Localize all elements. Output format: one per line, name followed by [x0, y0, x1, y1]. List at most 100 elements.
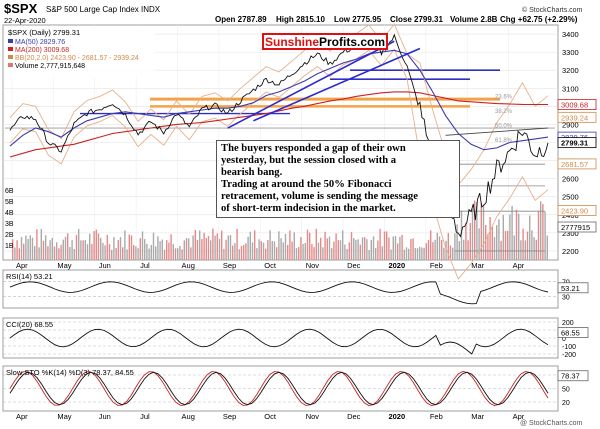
annotation-line: The buyers responded a gap of their own: [221, 143, 406, 154]
volume-bar: [467, 240, 469, 260]
volume-tick-label: 4B: [5, 210, 14, 217]
annotation-line: of short-term indecision in the market.: [221, 203, 396, 214]
indicator-tick-label: -100: [562, 344, 576, 351]
volume-bar: [458, 240, 460, 260]
volume-bar: [537, 211, 540, 260]
trendline: [253, 47, 421, 122]
volume-bar: [122, 247, 124, 260]
volume-bar: [350, 232, 353, 260]
volume-bar: [504, 230, 507, 260]
volume-bar: [276, 247, 278, 260]
volume-bar: [47, 246, 49, 260]
brand-part1: Sunshine: [264, 35, 319, 49]
volume-bar: [482, 204, 485, 260]
volume-bar: [339, 240, 342, 260]
volume-bar: [232, 245, 234, 260]
volume-bar: [518, 213, 520, 260]
volume-bar: [170, 234, 172, 260]
volume-bar: [443, 247, 445, 260]
volume-bar: [476, 202, 478, 260]
month-tick-label-bottom: Apr: [513, 412, 525, 421]
volume-bar: [62, 239, 64, 260]
volume-bar: [196, 239, 199, 260]
volume-bar: [267, 239, 269, 260]
volume-bar: [179, 245, 181, 260]
volume-bar: [471, 208, 474, 260]
volume-bar: [223, 248, 225, 260]
indicator-tag-label: 68.55: [561, 329, 580, 338]
month-tick-label: Feb: [430, 261, 443, 270]
trendline: [445, 127, 549, 136]
volume-bar: [513, 235, 515, 260]
volume-bar: [447, 232, 449, 260]
volume-bar: [31, 237, 34, 260]
volume-bar: [381, 246, 383, 260]
volume-bar: [60, 244, 62, 260]
fib-label: 23.6%: [495, 95, 513, 101]
volume-bar: [379, 228, 381, 260]
volume-tick-label: 5B: [5, 199, 14, 206]
indicator-tag-label: 78.37: [561, 372, 580, 381]
volume-bar: [328, 236, 331, 260]
volume-bar: [100, 237, 102, 260]
volume-bars: [12, 200, 548, 260]
price-tag-label: 2799.31: [561, 139, 588, 148]
volume-bar: [377, 240, 379, 260]
volume-bar: [361, 237, 364, 260]
volume-bar: [258, 239, 260, 260]
volume-bar: [91, 244, 93, 260]
brand-part2: Profits.com: [319, 35, 386, 49]
volume-bar: [405, 247, 408, 260]
volume-bar: [265, 248, 267, 260]
volume-bar: [185, 238, 188, 260]
indicator-title: Slow STO %K(14) %D(3) 78.37, 84.55: [6, 368, 134, 377]
volume-bar: [163, 249, 166, 260]
volume-bar: [469, 223, 471, 260]
month-tick-label: Mar: [471, 261, 484, 270]
volume-bar: [243, 244, 245, 260]
volume-bar: [260, 241, 262, 260]
volume-bar: [93, 231, 95, 260]
trendlines: [227, 40, 549, 136]
volume-bar: [128, 234, 130, 260]
volume-bar: [45, 235, 47, 260]
volume-bar: [487, 233, 489, 260]
volume-bar: [324, 231, 326, 260]
volume-bar: [278, 231, 280, 260]
volume-bar: [102, 242, 104, 260]
volume-bar: [247, 236, 249, 260]
volume-bar: [401, 235, 403, 260]
volume-bar: [29, 235, 31, 260]
volume-bar: [531, 230, 533, 260]
volume-bar: [313, 247, 315, 260]
month-tick-label-bottom: Feb: [430, 412, 443, 421]
price-tick-label: 2500: [562, 193, 579, 202]
volume-bar: [34, 246, 36, 260]
volume-bar: [207, 236, 210, 260]
indicator-title: CCI(20) 68.55: [6, 320, 53, 329]
volume-bar: [291, 241, 293, 260]
volume-bar: [199, 230, 201, 260]
volume-bar: [166, 240, 168, 260]
volume-bar: [432, 242, 434, 260]
volume-bar: [115, 248, 117, 260]
volume-tag-label: 2777915: [561, 223, 590, 232]
volume-bar: [410, 239, 412, 260]
month-tick-label-bottom: Sep: [223, 412, 236, 421]
legend-swatch-volume: [8, 63, 13, 67]
volume-bar: [106, 234, 108, 260]
indicator-tick-label: 0: [562, 336, 566, 343]
volume-bar: [298, 247, 300, 260]
volume-bar: [38, 247, 40, 260]
volume-bar: [188, 238, 190, 260]
volume-bar: [262, 242, 265, 260]
volume-bar: [394, 236, 397, 260]
price-tick-label: 2600: [562, 175, 579, 184]
legend-swatch-ma50: [8, 39, 13, 43]
volume-bar: [353, 238, 355, 260]
volume-bar: [289, 230, 291, 260]
volume-bar: [141, 231, 144, 260]
volume-bar: [192, 235, 194, 260]
volume-bar: [434, 239, 436, 260]
month-tick-label: Nov: [306, 261, 320, 270]
